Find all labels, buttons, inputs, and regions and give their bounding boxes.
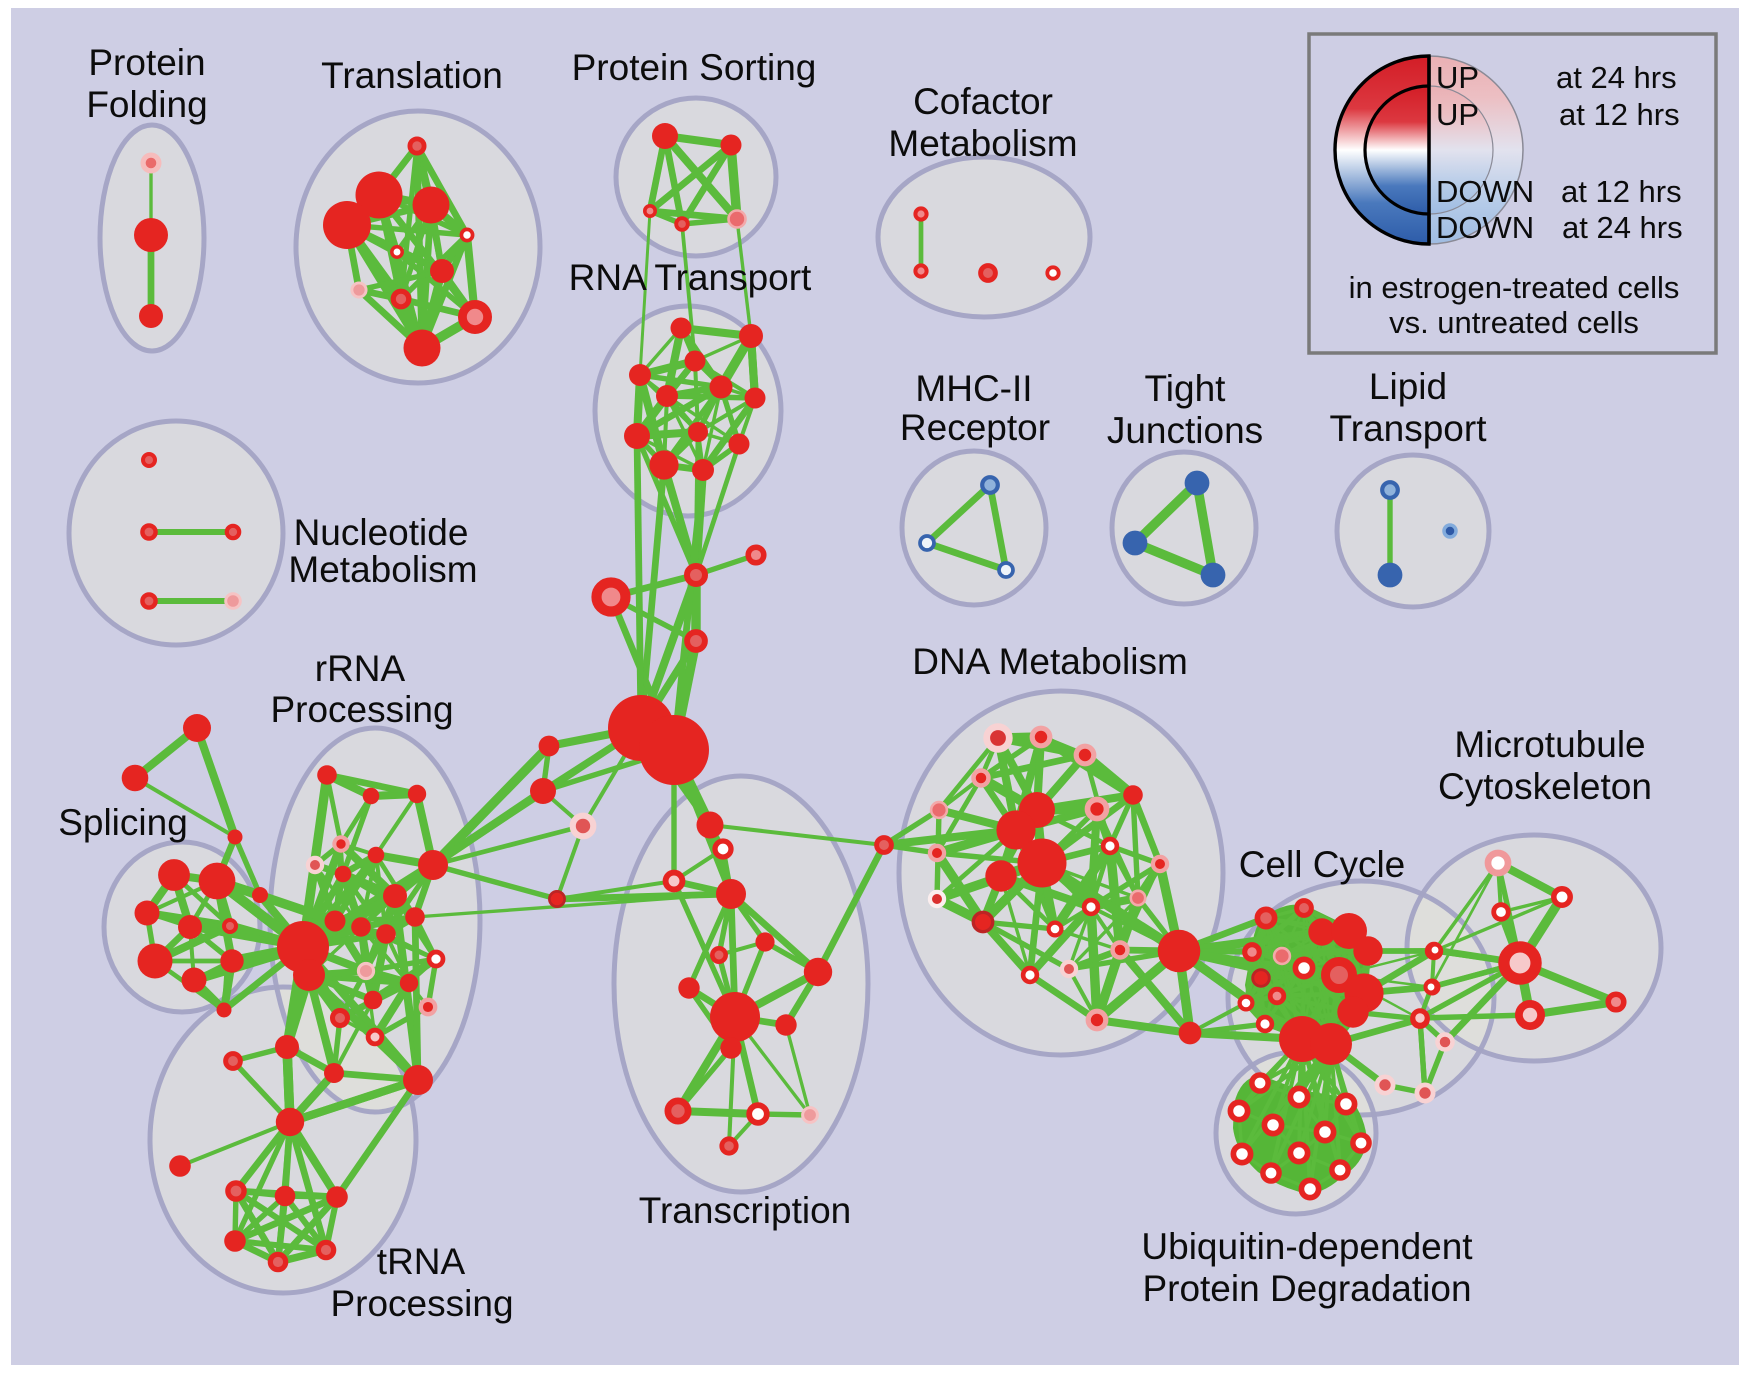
svg-text:rRNA: rRNA [315,648,406,689]
svg-text:Cell Cycle: Cell Cycle [1239,844,1406,885]
svg-text:Protein: Protein [88,42,205,83]
svg-text:vs. untreated cells: vs. untreated cells [1389,305,1639,340]
svg-text:Splicing: Splicing [58,802,188,843]
svg-text:DOWN: DOWN [1436,210,1534,245]
svg-text:Tight: Tight [1145,368,1227,409]
svg-text:Folding: Folding [86,84,207,125]
svg-text:Translation: Translation [321,55,503,96]
svg-text:at 12 hrs: at 12 hrs [1559,97,1680,132]
svg-text:UP: UP [1436,97,1479,132]
svg-text:Ubiquitin-dependent: Ubiquitin-dependent [1141,1226,1473,1267]
svg-text:at 12 hrs: at 12 hrs [1561,174,1682,209]
svg-text:Protein Sorting: Protein Sorting [572,47,817,88]
svg-text:at 24 hrs: at 24 hrs [1562,210,1683,245]
svg-text:Cofactor: Cofactor [913,81,1053,122]
svg-text:MHC-II: MHC-II [915,368,1032,409]
svg-text:Metabolism: Metabolism [888,123,1077,164]
svg-text:Microtubule: Microtubule [1454,724,1645,765]
svg-text:Transport: Transport [1330,408,1488,449]
svg-text:Lipid: Lipid [1369,366,1447,407]
svg-text:Receptor: Receptor [900,407,1050,448]
svg-text:Cytoskeleton: Cytoskeleton [1438,766,1652,807]
svg-text:Processing: Processing [330,1283,513,1324]
svg-text:Protein Degradation: Protein Degradation [1142,1268,1471,1309]
svg-text:RNA Transport: RNA Transport [569,257,812,298]
svg-text:Junctions: Junctions [1107,410,1263,451]
svg-text:DOWN: DOWN [1436,174,1534,209]
svg-text:Transcription: Transcription [639,1190,851,1231]
svg-text:Nucleotide: Nucleotide [294,512,469,553]
svg-text:in estrogen-treated cells: in estrogen-treated cells [1349,270,1680,305]
svg-text:Processing: Processing [270,689,453,730]
svg-text:at 24 hrs: at 24 hrs [1556,60,1677,95]
svg-text:tRNA: tRNA [377,1241,466,1282]
svg-text:Metabolism: Metabolism [288,549,477,590]
svg-text:DNA Metabolism: DNA Metabolism [912,641,1188,682]
svg-text:UP: UP [1436,60,1479,95]
